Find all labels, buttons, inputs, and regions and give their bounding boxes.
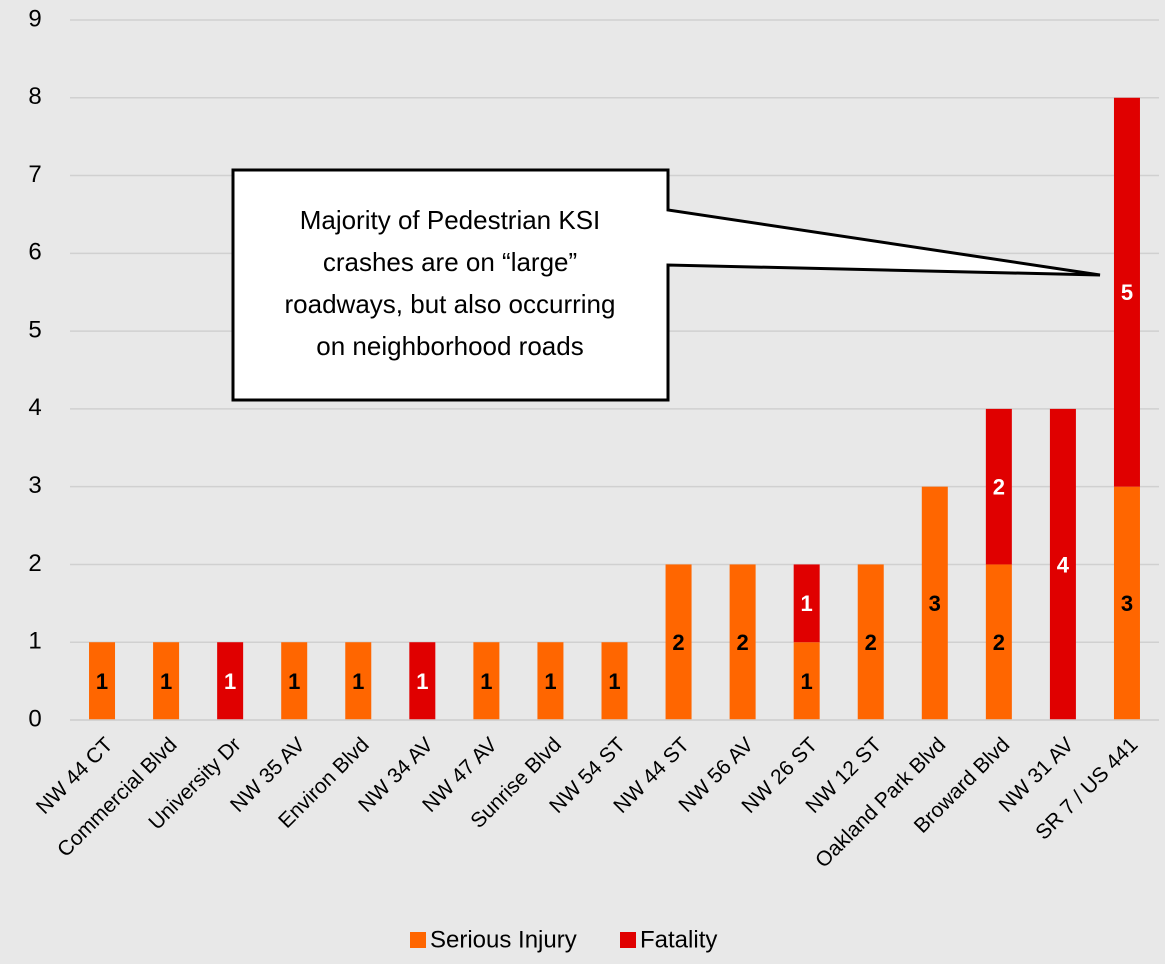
bar-segment xyxy=(665,564,692,720)
legend-label: Fatality xyxy=(640,926,717,953)
y-tick-label: 5 xyxy=(28,316,41,343)
data-label: 3 xyxy=(929,591,941,616)
bar-segment xyxy=(537,642,564,720)
bar-segment xyxy=(985,408,1012,565)
data-label: 2 xyxy=(672,630,684,655)
bar-segment xyxy=(89,642,116,720)
annotation-line: Majority of Pedestrian KSI xyxy=(300,205,601,235)
annotation: Majority of Pedestrian KSI crashes are on… xyxy=(285,205,616,361)
bar-segment xyxy=(729,564,756,720)
data-label: 2 xyxy=(993,630,1005,655)
bars xyxy=(89,97,1140,720)
data-label: 1 xyxy=(352,669,364,694)
bar-segment xyxy=(793,642,820,720)
callout xyxy=(231,168,1101,402)
data-label: 1 xyxy=(801,591,813,616)
bar-segment xyxy=(345,642,372,720)
bar-segment xyxy=(793,564,820,643)
data-label: 1 xyxy=(288,669,300,694)
data-label: 2 xyxy=(993,474,1005,499)
data-label: 1 xyxy=(801,669,813,694)
data-label: 1 xyxy=(608,669,620,694)
y-tick-label: 6 xyxy=(28,239,41,266)
bar-segment xyxy=(985,564,1012,720)
annotation-line: crashes are on “large” xyxy=(323,247,577,277)
y-tick-label: 3 xyxy=(28,472,41,499)
data-label: 1 xyxy=(416,669,428,694)
data-label: 1 xyxy=(160,669,172,694)
bar-segment xyxy=(857,564,884,720)
y-tick-label: 9 xyxy=(28,5,41,32)
data-label: 5 xyxy=(1121,280,1133,305)
y-tick-label: 4 xyxy=(28,394,41,421)
bar-segment xyxy=(1113,97,1140,487)
annotation-line: roadways, but also occurring xyxy=(285,289,616,319)
y-tick-label: 0 xyxy=(28,705,41,732)
data-label: 3 xyxy=(1121,591,1133,616)
annotation-line: on neighborhood roads xyxy=(316,331,583,361)
y-tick-label: 8 xyxy=(28,83,41,110)
data-label: 4 xyxy=(1057,552,1070,577)
data-label: 1 xyxy=(224,669,236,694)
bar-segment xyxy=(921,486,948,720)
data-label: 2 xyxy=(865,630,877,655)
bar-segment xyxy=(281,642,308,720)
legend-label: Serious Injury xyxy=(430,926,577,953)
data-label: 1 xyxy=(544,669,556,694)
bar-segment xyxy=(601,642,628,720)
y-tick-label: 2 xyxy=(28,550,41,577)
bar-segment xyxy=(217,642,244,720)
y-tick-label: 1 xyxy=(28,628,41,655)
bar-segment xyxy=(1049,408,1076,720)
legend-swatch xyxy=(620,932,636,948)
data-label: 1 xyxy=(480,669,492,694)
bar-segment xyxy=(153,642,180,720)
y-tick-label: 7 xyxy=(28,161,41,188)
data-label: 1 xyxy=(96,669,108,694)
bar-segment xyxy=(1113,486,1140,720)
legend-swatch xyxy=(410,932,426,948)
bar-segment xyxy=(473,642,500,720)
data-label: 2 xyxy=(736,630,748,655)
bar-segment xyxy=(409,642,436,720)
